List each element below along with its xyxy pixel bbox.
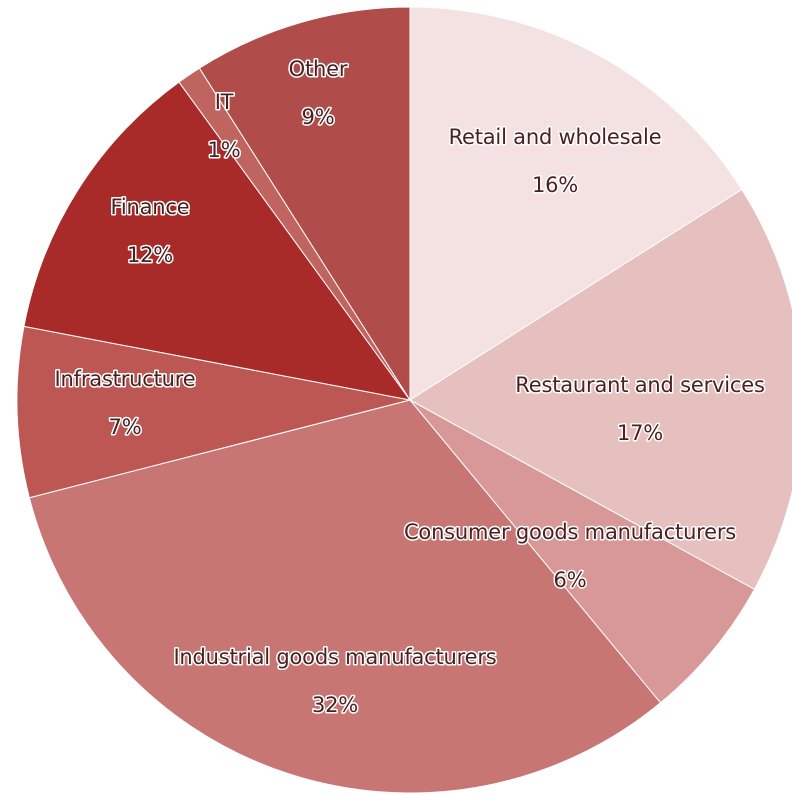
slice-percent-infrastructure: 7% (109, 415, 142, 439)
pie-labels: Retail and wholesale 16% Restaurant and se… (53, 56, 766, 719)
slice-percent-industrial-goods-manufacturers: 32% (312, 693, 358, 717)
slice-percent-finance: 12% (127, 243, 173, 267)
pie-slices (16, 6, 792, 794)
slice-percent-consumer-goods-manufacturers: 6% (554, 568, 587, 592)
slice-label-consumer-goods-manufacturers: Consumer goods manufacturers (404, 520, 736, 544)
slice-label-retail-and-wholesale: Retail and wholesale (449, 125, 662, 149)
pie-slice-other (198, 6, 411, 402)
slice-label-infrastructure: Infrastructure (55, 367, 196, 391)
pie-slice-restaurant-and-services (409, 188, 792, 591)
slice-label-other: Other (289, 57, 348, 81)
pie-slice-finance (23, 81, 412, 401)
slice-percent-restaurant-and-services: 17% (617, 421, 663, 445)
pie-slice-infrastructure (16, 325, 411, 499)
slice-label-finance: Finance (111, 195, 190, 219)
slice-label-industrial-goods-manufacturers: Industrial goods manufacturers (173, 645, 496, 669)
slice-label-it: IT (215, 90, 234, 114)
slice-percent-retail-and-wholesale: 16% (532, 173, 578, 197)
pie-slice-retail-and-wholesale (409, 6, 743, 401)
slice-percent-other: 9% (302, 105, 335, 129)
pie-slice-consumer-goods-manufacturers (409, 399, 756, 704)
pie-slice-industrial-goods-manufacturers (28, 399, 662, 794)
slice-percent-it: 1% (208, 138, 241, 162)
slice-label-restaurant-and-services: Restaurant and services (515, 373, 764, 397)
